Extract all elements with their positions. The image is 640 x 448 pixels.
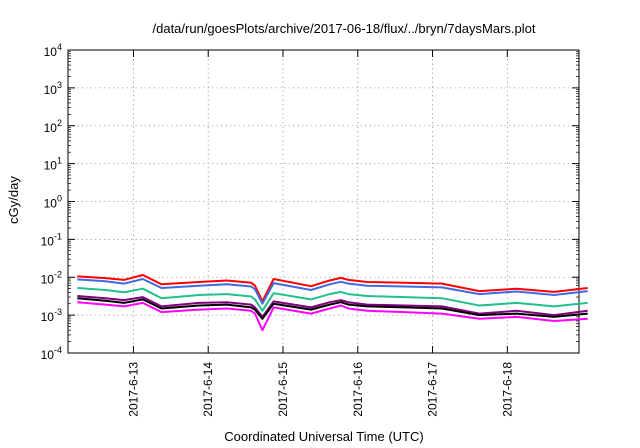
x-tick-label: 2017-6-16	[351, 362, 365, 417]
x-axis-label: Coordinated Universal Time (UTC)	[224, 429, 423, 444]
series-line-4	[77, 295, 588, 318]
x-tick-label: 2017-6-18	[500, 362, 514, 417]
x-axis: 2017-6-13 2017-6-14 2017-6-15 2017-6-16 2017…	[126, 50, 514, 417]
y-tick-label: 104	[44, 42, 62, 59]
x-tick-label: 2017-6-17	[426, 362, 440, 417]
grid	[68, 50, 579, 353]
y-tick-label: 10-2	[41, 269, 62, 286]
series-group	[77, 274, 588, 332]
y-tick-label: 103	[44, 80, 62, 97]
y-tick-label: 101	[44, 156, 62, 173]
x-tick-label: 2017-6-14	[201, 362, 215, 417]
series-line-5	[77, 297, 588, 320]
series-line-1	[77, 274, 588, 303]
chart-title: /data/run/goesPlots/archive/2017-06-18/f…	[153, 21, 536, 36]
y-tick-label: 10-3	[41, 307, 62, 324]
y-tick-label: 10-1	[41, 231, 62, 248]
x-tick-label: 2017-6-13	[126, 362, 140, 417]
y-tick-label: 10-4	[41, 345, 62, 362]
series-line-2	[77, 278, 588, 305]
y-axis: 104 103 102 101 100 10-1 10-2 10-3 10-4	[41, 42, 579, 362]
series-line-6	[77, 301, 588, 332]
series-line-3	[77, 287, 588, 312]
y-tick-label: 100	[44, 194, 62, 211]
y-tick-label: 102	[44, 118, 62, 135]
y-axis-label: cGy/day	[6, 176, 21, 224]
x-tick-label: 2017-6-15	[276, 362, 290, 417]
